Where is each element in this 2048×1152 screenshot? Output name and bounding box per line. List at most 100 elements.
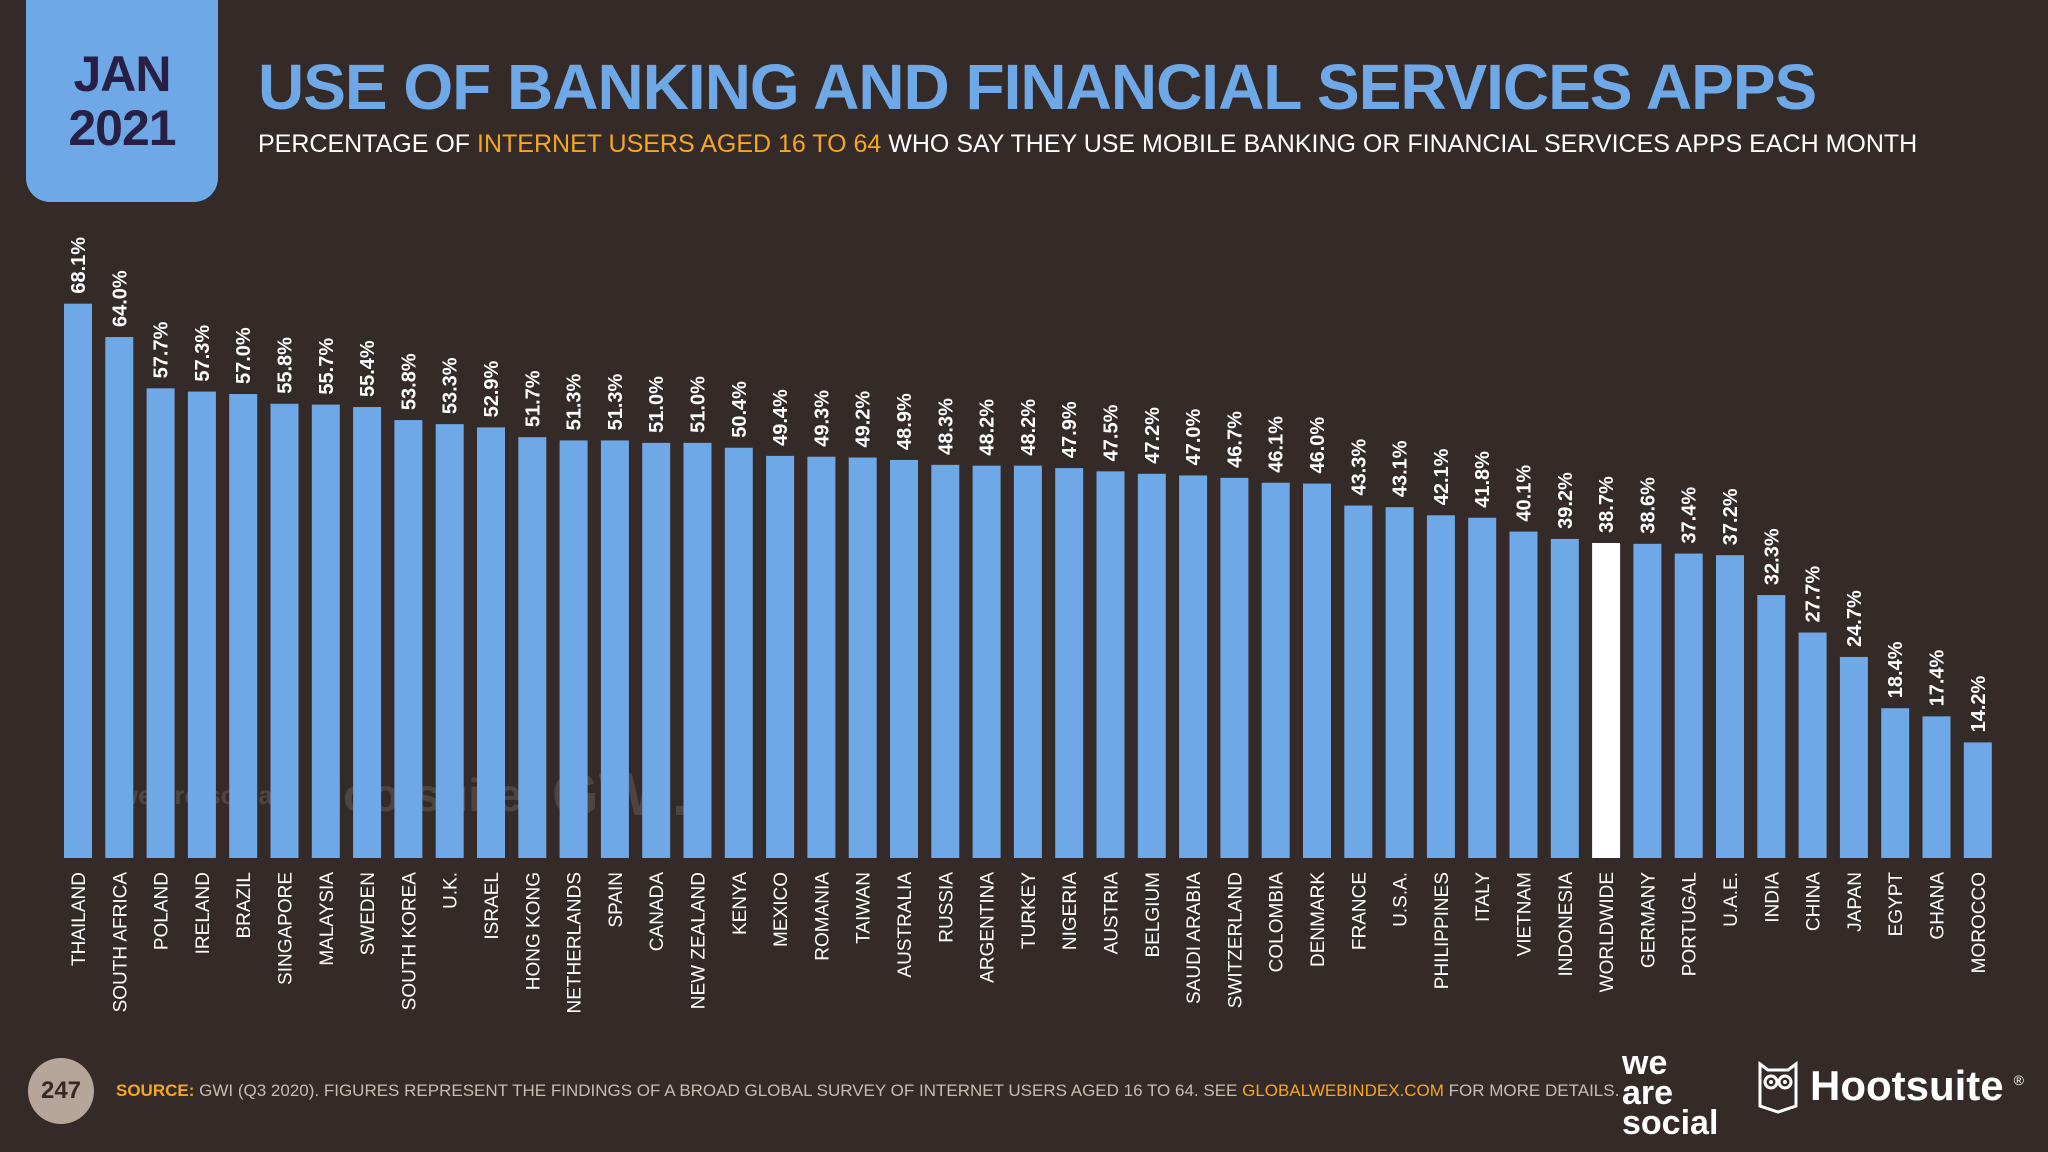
value-label: 47.9%	[1059, 401, 1081, 458]
value-label: 50.4%	[729, 381, 751, 438]
bar-kenya	[724, 447, 753, 858]
category-label: COLOMBIA	[1267, 872, 1288, 973]
source-note: SOURCE: GWI (Q3 2020). FIGURES REPRESENT…	[116, 1081, 1619, 1101]
value-label: 41.8%	[1472, 451, 1494, 508]
category-label: SWITZERLAND	[1225, 872, 1246, 1008]
category-label: SPAIN	[606, 872, 627, 928]
value-label: 37.4%	[1679, 487, 1701, 544]
category-label: TAIWAN	[854, 872, 875, 944]
value-label: 51.3%	[564, 373, 586, 430]
value-label: 57.7%	[151, 321, 173, 378]
value-label: 68.1%	[68, 237, 90, 294]
value-label: 38.6%	[1637, 477, 1659, 534]
bar-turkey	[1013, 465, 1042, 858]
value-label: 39.2%	[1555, 472, 1577, 529]
source-link[interactable]: GLOBALWEBINDEX.COM	[1242, 1081, 1444, 1100]
bar-switzerland	[1220, 477, 1249, 858]
bar-u-k	[435, 424, 464, 858]
category-label: ITALY	[1473, 872, 1494, 922]
bar-russia	[931, 464, 960, 858]
category-label: SWEDEN	[358, 872, 379, 955]
category-label: CANADA	[647, 872, 668, 952]
value-label: 46.1%	[1266, 416, 1288, 473]
category-label: U.K.	[441, 872, 462, 909]
bar-china	[1798, 632, 1827, 858]
value-label: 51.0%	[646, 376, 668, 433]
category-label: U.S.A.	[1391, 872, 1412, 927]
category-label: GHANA	[1928, 872, 1949, 940]
bar-hong-kong	[518, 437, 547, 858]
category-label: POLAND	[152, 872, 173, 950]
bar-romania	[807, 456, 836, 858]
value-label: 64.0%	[109, 270, 131, 327]
bar-nigeria	[1055, 468, 1084, 858]
category-label: MEXICO	[771, 872, 792, 947]
page-title: USE OF BANKING AND FINANCIAL SERVICES AP…	[258, 51, 1817, 123]
value-label: 53.3%	[440, 357, 462, 414]
bar-worldwide	[1592, 542, 1621, 858]
value-label: 51.0%	[688, 376, 710, 433]
bar-singapore	[270, 403, 299, 858]
category-label: NIGERIA	[1060, 872, 1081, 950]
bar-indonesia	[1550, 538, 1579, 858]
subtitle-pre: PERCENTAGE OF	[258, 130, 478, 158]
value-label: 14.2%	[1968, 675, 1990, 732]
value-label: 43.1%	[1390, 440, 1412, 497]
category-label: U.A.E.	[1721, 872, 1742, 927]
value-label: 57.3%	[192, 325, 214, 382]
value-label: 47.0%	[1183, 408, 1205, 465]
value-label: 18.4%	[1885, 641, 1907, 698]
value-label: 48.9%	[894, 393, 916, 450]
bar-poland	[146, 388, 175, 858]
bar-saudi-arabia	[1179, 475, 1208, 858]
category-label: AUSTRIA	[1102, 872, 1123, 955]
value-label: 17.4%	[1927, 649, 1949, 706]
category-label: GERMANY	[1638, 872, 1659, 968]
bar-austria	[1096, 471, 1125, 858]
category-label: SOUTH AFRICA	[110, 872, 131, 1013]
bar-taiwan	[848, 457, 877, 858]
value-label: 40.1%	[1514, 465, 1536, 522]
category-label: BRAZIL	[234, 872, 255, 939]
category-label: ARGENTINA	[978, 872, 999, 983]
category-label: ISRAEL	[482, 872, 503, 940]
value-label: 47.2%	[1142, 407, 1164, 464]
category-label: PORTUGAL	[1680, 872, 1701, 976]
bar-netherlands	[559, 440, 588, 858]
bar-south-korea	[394, 420, 423, 858]
hootsuite-registered-mark: ®	[2013, 1072, 2024, 1088]
category-label: PHILIPPINES	[1432, 872, 1453, 989]
date-month: JAN	[73, 46, 171, 102]
bar-ghana	[1922, 716, 1951, 858]
value-label: 49.4%	[770, 389, 792, 446]
category-label: NETHERLANDS	[565, 872, 586, 1013]
bar-u-s-a	[1385, 507, 1414, 858]
bar-belgium	[1137, 473, 1166, 858]
category-label: FRANCE	[1349, 872, 1370, 950]
value-label: 32.3%	[1761, 528, 1783, 585]
value-label: 47.5%	[1101, 404, 1123, 461]
category-label: IRELAND	[193, 872, 214, 954]
bar-argentina	[972, 465, 1001, 858]
source-end: FOR MORE DETAILS.	[1443, 1081, 1620, 1100]
source-text: GWI (Q3 2020). FIGURES REPRESENT THE FIN…	[194, 1081, 1243, 1100]
bar-brazil	[229, 394, 258, 858]
value-label: 51.3%	[605, 373, 627, 430]
we-are-social-logo: we are social	[1622, 1046, 1718, 1140]
category-label: AUSTRALIA	[895, 872, 916, 978]
category-label: ROMANIA	[812, 872, 833, 961]
value-label: 49.2%	[853, 391, 875, 448]
bar-israel	[477, 427, 505, 858]
value-label: 57.0%	[233, 327, 255, 384]
category-label: DENMARK	[1308, 872, 1329, 967]
category-label: SOUTH KOREA	[399, 872, 420, 1011]
value-label: 55.4%	[357, 340, 379, 397]
category-label: JAPAN	[1845, 872, 1866, 932]
bar-india	[1757, 595, 1786, 858]
bar-sweden	[353, 407, 382, 858]
value-label: 48.3%	[935, 398, 957, 455]
value-label: 42.1%	[1431, 448, 1453, 505]
value-label: 48.2%	[977, 399, 999, 456]
bar-japan	[1839, 656, 1868, 858]
